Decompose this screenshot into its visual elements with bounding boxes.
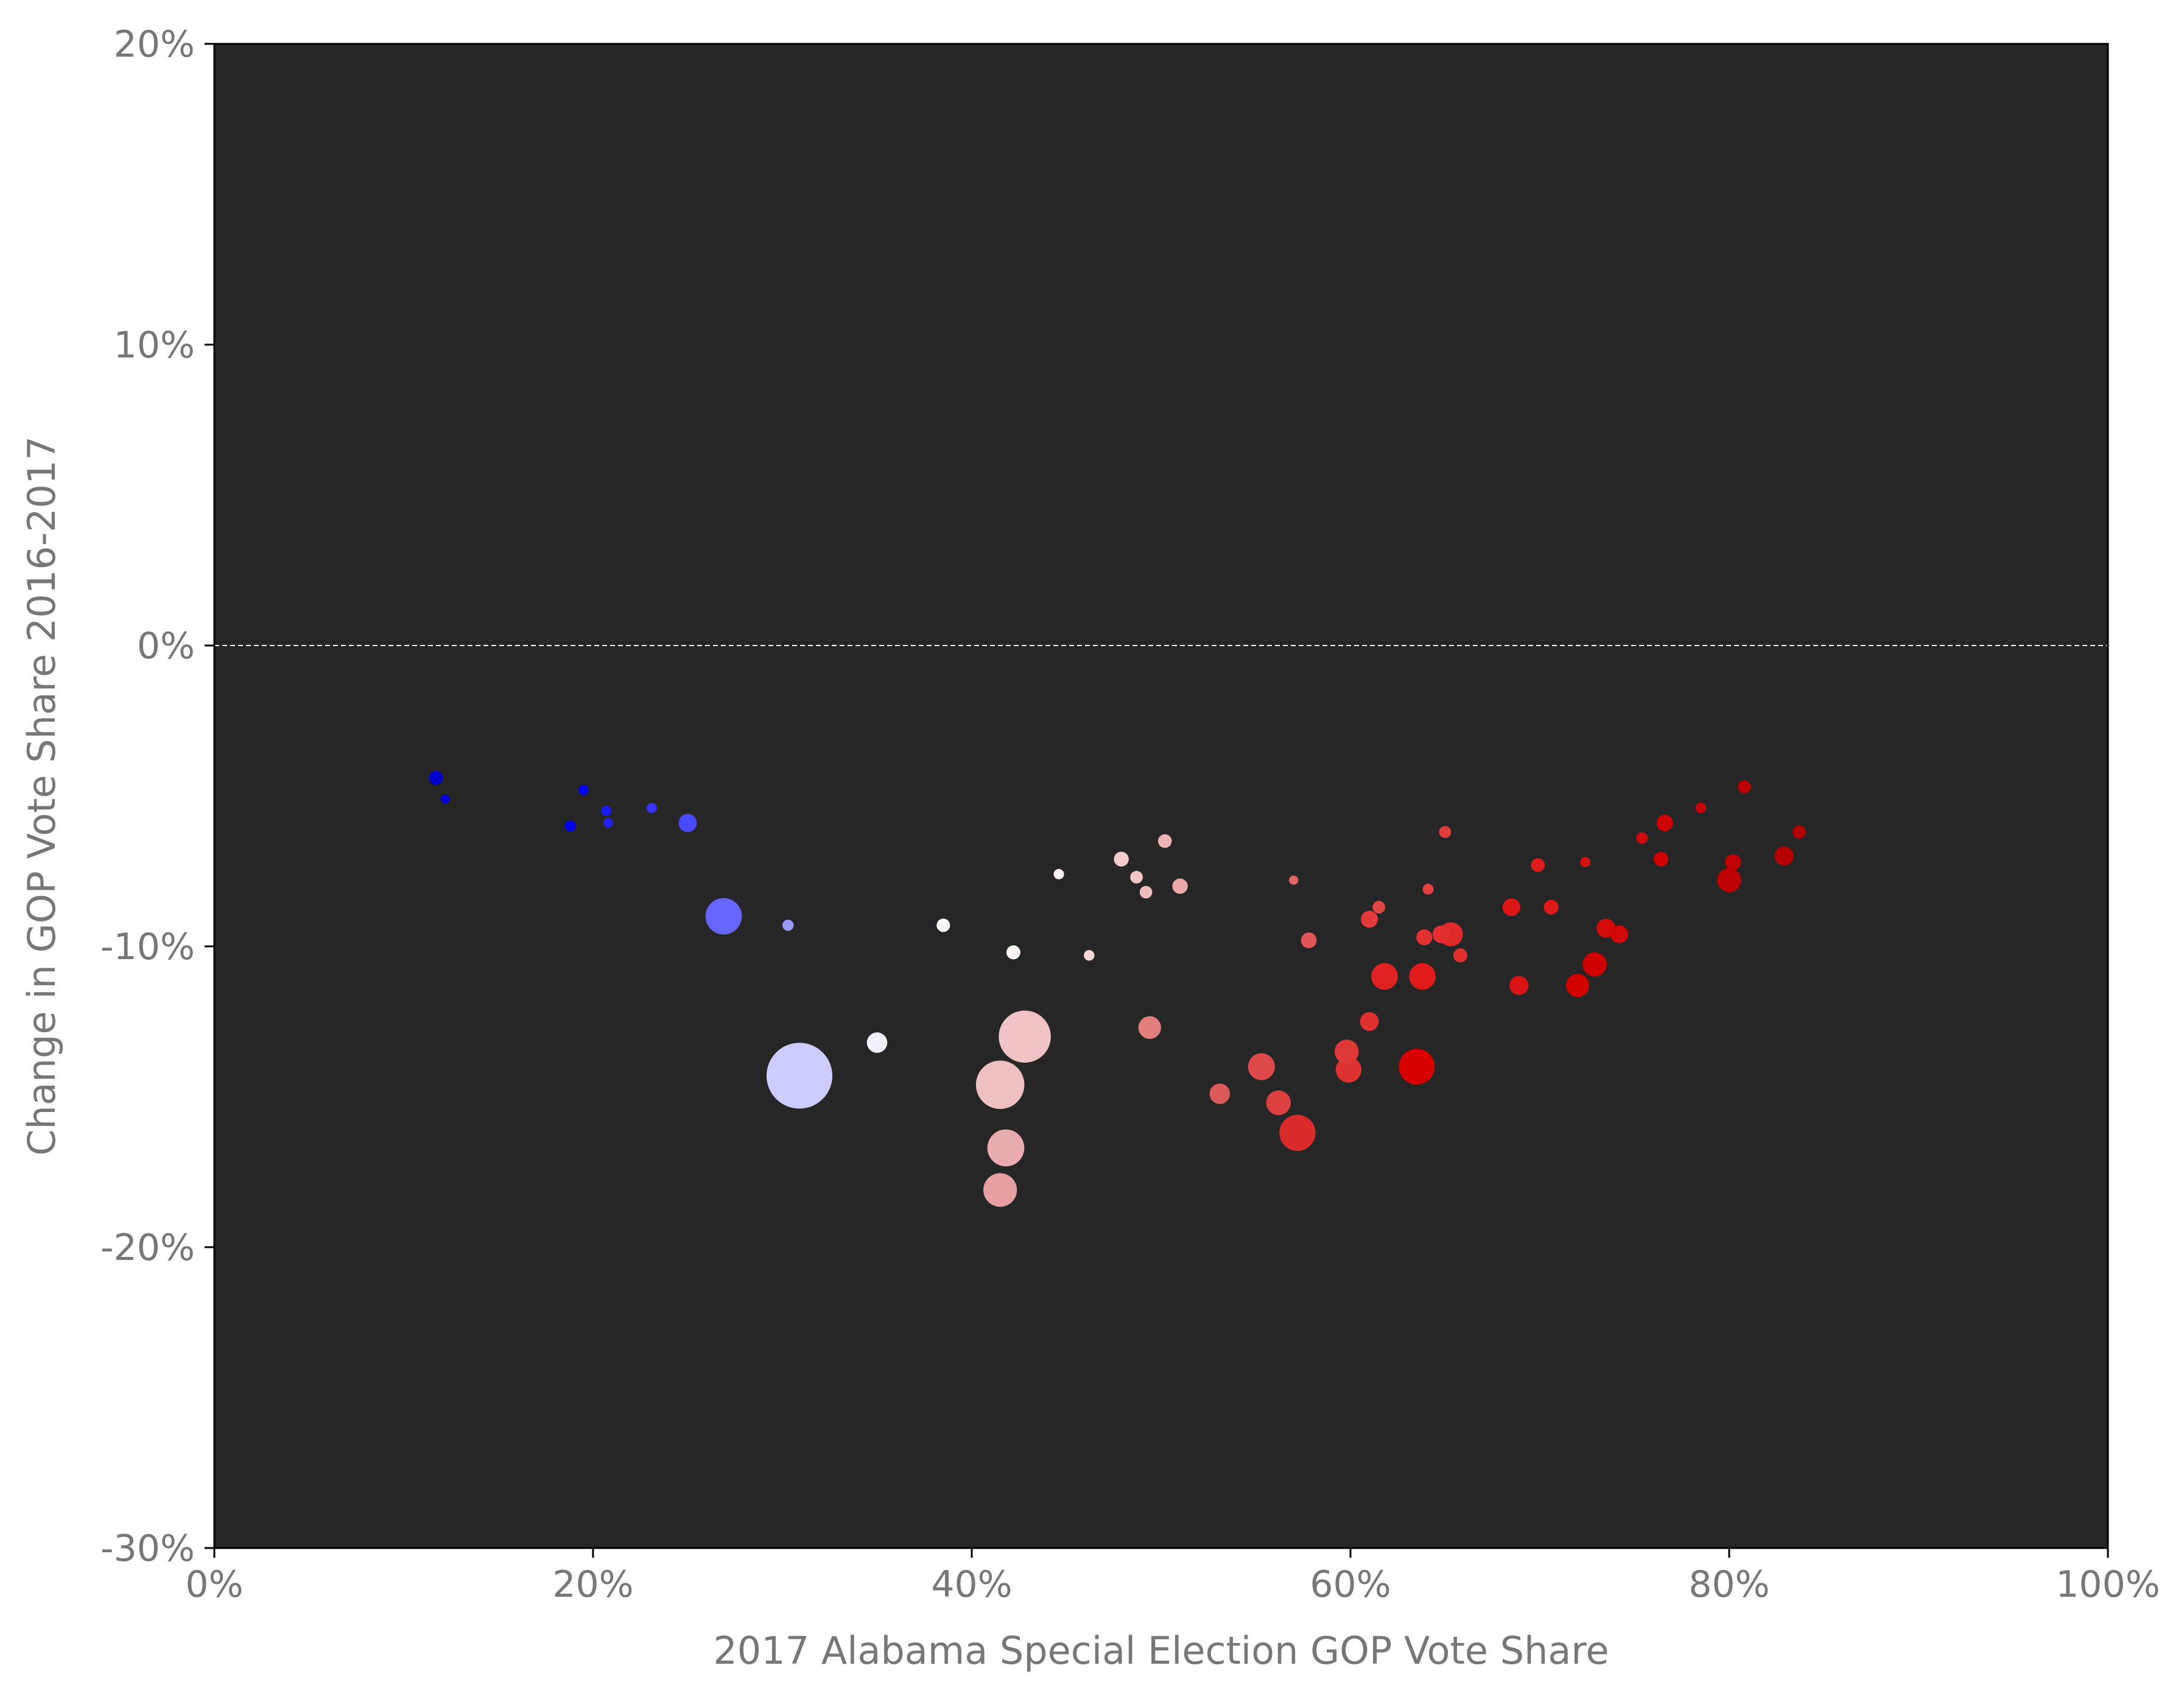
data-point <box>1006 945 1020 960</box>
data-point <box>1774 846 1794 866</box>
data-point <box>1371 963 1398 990</box>
x-tick-label: 100% <box>2056 1563 2160 1606</box>
data-point <box>1409 963 1436 990</box>
data-point <box>1543 899 1559 915</box>
y-tick-label: 20% <box>114 23 195 66</box>
data-point <box>1717 868 1741 893</box>
data-point <box>866 1032 888 1053</box>
points-layer <box>429 770 1806 1207</box>
data-point <box>987 1129 1025 1167</box>
data-point <box>1566 974 1590 998</box>
data-point <box>999 1010 1051 1063</box>
data-point <box>705 898 742 935</box>
data-point <box>603 818 613 828</box>
data-point <box>1335 1057 1362 1083</box>
data-point <box>1422 884 1434 895</box>
data-point <box>1335 1040 1359 1064</box>
data-point <box>1432 925 1450 943</box>
data-point <box>1372 901 1385 914</box>
x-axis-label: 2017 Alabama Special Election GOP Vote S… <box>713 1628 1609 1673</box>
data-point <box>1289 875 1299 885</box>
x-tick-label: 60% <box>1310 1563 1391 1606</box>
data-point <box>1266 1090 1291 1116</box>
y-tick-label: -20% <box>100 1226 195 1269</box>
data-point <box>782 920 794 931</box>
data-point <box>766 1043 833 1109</box>
data-point <box>1656 814 1673 832</box>
data-point <box>975 1060 1025 1110</box>
y-axis-label: Change in GOP Vote Share 2016-2017 <box>19 436 64 1156</box>
data-point <box>1138 1016 1161 1040</box>
data-point <box>1439 826 1452 839</box>
data-point <box>1580 857 1590 867</box>
data-point <box>1416 929 1433 946</box>
y-tick-label: 10% <box>114 324 195 367</box>
data-point <box>1695 803 1707 814</box>
x-tick-label: 40% <box>931 1563 1012 1606</box>
data-point <box>1248 1053 1275 1080</box>
data-point <box>1279 1114 1316 1151</box>
data-point <box>1399 1049 1435 1085</box>
x-tick-label: 0% <box>185 1563 243 1606</box>
data-point <box>678 814 697 832</box>
y-axis: 20% 10% 0% -10% -20% -30% <box>100 23 214 1570</box>
y-tick-label: -10% <box>100 926 195 968</box>
data-point <box>983 1173 1017 1207</box>
data-point <box>1360 1012 1379 1031</box>
data-point <box>578 784 589 795</box>
data-point <box>1301 932 1317 948</box>
data-point <box>1114 851 1129 867</box>
data-point <box>1610 925 1629 943</box>
data-point <box>1453 948 1467 963</box>
data-point <box>1130 871 1143 884</box>
data-point <box>1792 825 1806 839</box>
data-point <box>647 803 657 814</box>
data-point <box>1139 885 1153 899</box>
y-tick-label: 0% <box>137 625 195 667</box>
data-point <box>1157 834 1172 848</box>
data-point <box>1361 910 1378 928</box>
y-tick-label: -30% <box>100 1527 195 1570</box>
data-point <box>564 820 576 832</box>
data-point <box>1084 950 1095 961</box>
plot-frame <box>213 43 2109 1549</box>
plot-background <box>214 44 2108 1548</box>
x-tick-label: 80% <box>1688 1563 1769 1606</box>
data-point <box>1209 1083 1231 1104</box>
data-point <box>1636 832 1648 844</box>
data-point <box>1654 851 1668 867</box>
data-point <box>429 770 443 785</box>
data-point <box>1502 898 1520 917</box>
x-tick-label: 20% <box>552 1563 633 1606</box>
x-axis: 0% 20% 40% 60% 80% 100% <box>185 1548 2160 1606</box>
data-point <box>1531 858 1545 872</box>
data-point <box>441 794 450 804</box>
data-point <box>1509 976 1529 995</box>
data-point <box>1738 780 1751 793</box>
data-point <box>1053 868 1064 879</box>
data-point <box>1582 952 1607 977</box>
data-point <box>1172 878 1188 894</box>
data-point <box>1725 854 1741 870</box>
data-point <box>601 806 612 816</box>
data-point <box>936 918 950 932</box>
